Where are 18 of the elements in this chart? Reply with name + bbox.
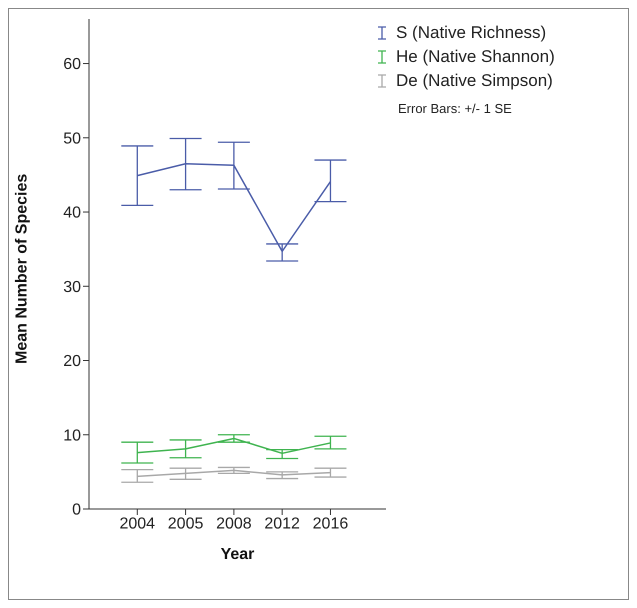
y-tick-label: 50 (63, 130, 82, 148)
x-tick-label: 2016 (312, 515, 348, 532)
x-tick-label: 2008 (216, 515, 252, 532)
legend-label: He (Native Shannon) (396, 47, 555, 67)
x-axis-title: Year (220, 546, 254, 563)
y-tick-label: 0 (72, 502, 82, 519)
legend-label: De (Native Simpson) (396, 71, 553, 91)
legend-label: S (Native Richness) (396, 23, 546, 43)
y-tick-label: 30 (63, 278, 82, 296)
y-axis-title: Mean Number of Species (14, 174, 31, 364)
y-tick-label: 10 (63, 427, 82, 444)
text: Error Bars: +/- 1 SE (398, 101, 513, 116)
y-tick-label: 60 (63, 56, 82, 74)
y-tick-label: 20 (63, 353, 82, 370)
y-tick-label: 40 (63, 204, 82, 222)
x-tick-label: 2012 (264, 515, 300, 532)
x-tick-label: 2004 (119, 515, 156, 532)
x-tick-label: 2005 (168, 515, 204, 532)
